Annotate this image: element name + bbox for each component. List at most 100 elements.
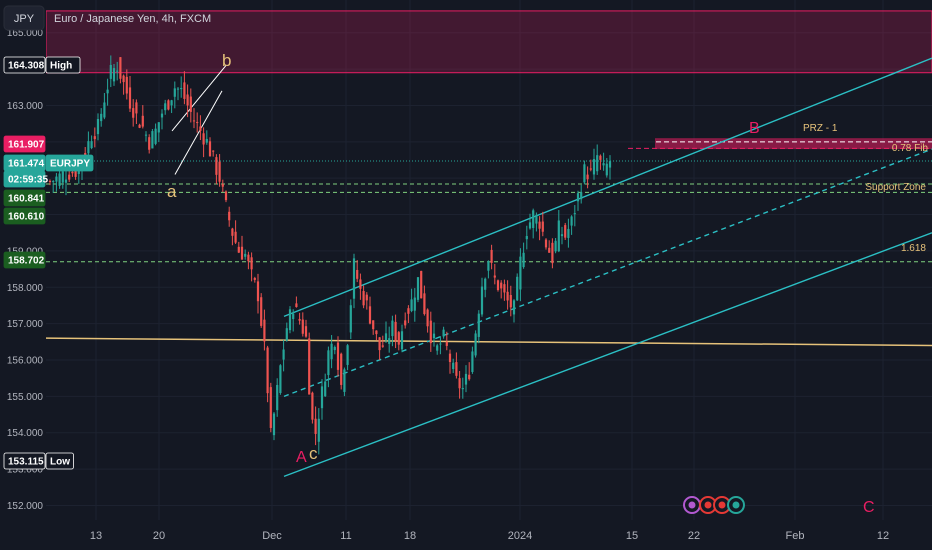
- price-badge-box: [3, 207, 46, 225]
- candle-body: [356, 269, 359, 279]
- wave-a-lower-label: a: [167, 182, 177, 201]
- candle-body: [535, 215, 538, 224]
- candle-body: [55, 176, 58, 182]
- candle-body: [224, 191, 228, 201]
- candle-body: [256, 281, 260, 302]
- candle-body: [282, 349, 285, 360]
- candle-body: [208, 141, 212, 157]
- price-badge-value: 02:59:35: [8, 175, 48, 186]
- candle-body: [346, 345, 349, 365]
- price-badge-label-box: [45, 452, 74, 470]
- candle-body: [589, 168, 592, 170]
- x-tick-label: Feb: [786, 530, 805, 542]
- candle-body: [512, 300, 516, 315]
- candle-body: [439, 343, 442, 345]
- candle-body: [448, 353, 452, 363]
- annotations: b a cA B C PRZ - 1 0.78 Fib Support Zone 1.618: [167, 51, 928, 516]
- candle-body: [407, 308, 410, 314]
- candle-body: [538, 221, 541, 229]
- candle-body: [304, 326, 308, 337]
- event-icons[interactable]: [683, 496, 745, 514]
- candle-body: [362, 290, 365, 306]
- candle-body: [349, 305, 352, 333]
- candle-body: [138, 124, 141, 128]
- candle-body: [253, 277, 256, 280]
- candle-body: [333, 347, 336, 351]
- candle-body: [109, 64, 112, 79]
- candle-body: [551, 242, 554, 264]
- candle-body: [602, 163, 605, 166]
- candle-body: [58, 173, 61, 186]
- candle-body: [148, 137, 151, 150]
- candle-body: [308, 338, 311, 395]
- candle-body: [576, 193, 580, 202]
- chart-title: Euro / Japanese Yen, 4h, FXCM: [54, 13, 211, 25]
- candle-body: [285, 328, 288, 341]
- candle-body: [541, 221, 544, 232]
- candle-body: [599, 155, 602, 160]
- channel-middle-line: [283, 148, 932, 398]
- candle-body: [445, 341, 448, 346]
- candle-body: [320, 386, 324, 409]
- candle-body: [532, 210, 535, 228]
- prz-zone: [655, 138, 932, 150]
- grid: [46, 0, 932, 520]
- candle-body: [87, 141, 90, 154]
- candle-body: [212, 150, 215, 152]
- currency-box[interactable]: [3, 5, 45, 31]
- candle-body: [231, 228, 234, 236]
- price-badge-value: 164.308: [8, 61, 45, 72]
- candle-body: [503, 284, 506, 293]
- support-zone-label: Support Zone: [865, 182, 926, 193]
- candle-body: [480, 286, 484, 315]
- time-axis[interactable]: 13 20 Dec 11 18 2024 15 22 Feb 12: [90, 530, 889, 542]
- candle-body: [151, 131, 154, 149]
- channel-upper-line: [283, 57, 932, 318]
- candle-body: [279, 365, 282, 394]
- candle-body: [432, 333, 436, 339]
- price-badge-p4: 158.702: [3, 251, 46, 269]
- x-tick-label: 12: [877, 530, 889, 542]
- candle-body: [186, 94, 189, 106]
- candle-body: [93, 136, 96, 140]
- candle-body: [90, 141, 93, 149]
- price-badge-value: 161.474: [8, 159, 45, 170]
- price-badge-last: 161.474 EURJPY: [3, 154, 94, 172]
- y-tick-label: 152.000: [7, 501, 44, 512]
- wave-c-lower-label: c: [309, 444, 318, 463]
- resistance-zone: [45, 10, 932, 74]
- price-badge-high: 164.308 High: [3, 56, 81, 74]
- price-badge-value: 160.841: [8, 194, 45, 205]
- candle-body: [471, 351, 474, 372]
- candle-body: [336, 342, 340, 370]
- candle-body: [352, 258, 356, 299]
- candle-body: [452, 362, 455, 370]
- candle-body: [157, 122, 160, 133]
- candle-body: [125, 76, 128, 94]
- candle-body: [477, 313, 480, 337]
- candle-body: [221, 184, 224, 187]
- price-badge-value: 160.610: [8, 212, 45, 223]
- candle-body: [250, 257, 253, 270]
- candle-body: [64, 179, 68, 183]
- currency-label: JPY: [14, 13, 35, 25]
- candle-body: [410, 299, 413, 311]
- candle-body: [442, 329, 445, 337]
- price-badge-label: Low: [50, 457, 70, 468]
- candle-body: [173, 88, 176, 97]
- candle-body: [301, 319, 304, 334]
- candle-body: [464, 373, 468, 385]
- candle-body: [359, 279, 362, 289]
- candle-body: [557, 220, 560, 252]
- price-badge-countdown: 02:59:35: [3, 170, 48, 188]
- candle-body: [605, 163, 608, 176]
- candle-body: [52, 181, 55, 183]
- candle-body: [327, 350, 330, 376]
- candle-body: [416, 277, 420, 300]
- zones: [45, 10, 932, 150]
- candle-body: [167, 100, 170, 110]
- candle-body: [525, 236, 528, 240]
- y-tick-label: 154.000: [7, 428, 44, 439]
